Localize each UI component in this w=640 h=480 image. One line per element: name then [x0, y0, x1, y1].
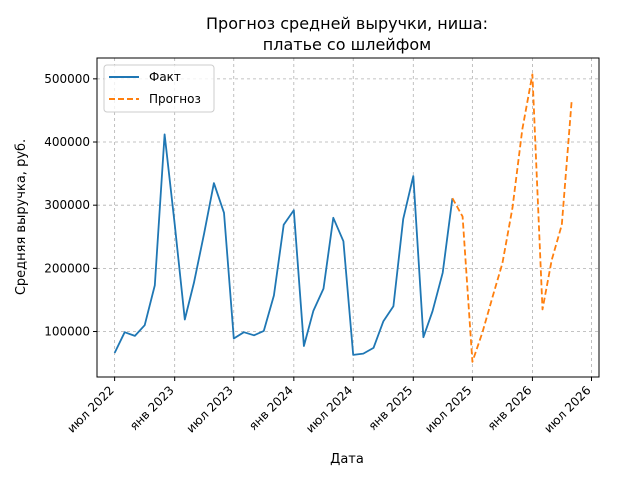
- y-tick-label-3: 400000: [44, 135, 90, 149]
- legend: Факт Прогноз: [103, 64, 215, 113]
- x-tick-label-2: июл 2023: [184, 383, 236, 435]
- tick-layer: июл 2022 янв 2023 июл 2023 янв 2024 июл 2024…: [44, 72, 593, 436]
- series-line-forecast: [451, 73, 573, 363]
- legend-label-fact: Факт: [149, 70, 181, 84]
- series-line-fact: [113, 133, 454, 356]
- x-tick-label-5: янв 2025: [366, 383, 416, 433]
- y-tick-label-1: 200000: [44, 261, 90, 275]
- x-tick-label-7: янв 2026: [485, 383, 535, 433]
- chart-title-line-1: Прогноз средней выручки, ниша:: [206, 14, 488, 33]
- plot-frame: [96, 57, 600, 378]
- x-axis-label: Дата: [330, 452, 364, 467]
- legend-label-forecast: Прогноз: [149, 92, 201, 106]
- y-axis-label: Средняя выручка, руб.: [14, 139, 29, 295]
- series-layer: [113, 73, 573, 363]
- x-tick-label-4: июл 2024: [303, 383, 355, 435]
- y-tick-label-0: 100000: [44, 325, 90, 339]
- x-tick-label-6: июл 2025: [422, 383, 474, 435]
- x-tick-label-3: янв 2024: [246, 383, 296, 433]
- y-tick-label-4: 500000: [44, 72, 90, 86]
- grid-layer: [97, 58, 599, 377]
- x-tick-label-0: июл 2022: [64, 383, 116, 435]
- chart-title-line-2: платье со шлейфом: [263, 35, 432, 54]
- x-tick-label-8: июл 2026: [541, 383, 593, 435]
- x-tick-label-1: янв 2023: [127, 383, 177, 433]
- y-tick-label-2: 300000: [44, 198, 90, 212]
